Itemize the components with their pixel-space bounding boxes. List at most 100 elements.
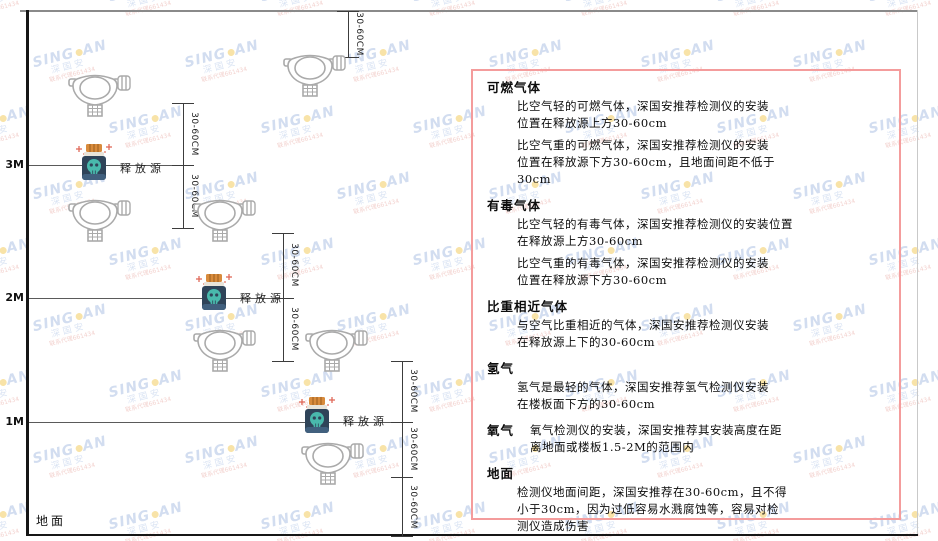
guidelines-panel: 可燃气体 比空气轻的可燃气体，深国安推荐检测仪的安装 位置在释放源上方30-60… [471,69,901,533]
watermark-chinese: 深国安 [0,123,12,143]
watermark-subtext: 联系代理661434 [124,527,172,541]
detector-junction-box [117,200,131,216]
detector-sensor [212,229,228,242]
panel-section: 可燃气体 比空气轻的可燃气体，深国安推荐检测仪的安装 位置在释放源上方30-60… [487,75,885,193]
reference-line [29,422,402,423]
dimension-tick [172,228,194,229]
panel-section-heading: 有毒气体 [487,198,542,213]
watermark-chinese: 深国安 [0,387,12,407]
watermark-dot-icon [0,114,7,123]
source-skull [207,289,221,303]
watermark-dot-icon [454,510,463,519]
panel-section: 比重相近气体 与空气比重相近的气体，深国安推荐检测仪安装 在释放源上下的30-6… [487,294,885,356]
release-source-icon [72,140,116,188]
panel-section-paragraph: 检测仪地面间距，深国安推荐在30-60cm，且不得 小于30cm，因为过低容易水… [517,485,787,533]
watermark-subtext: 联系代理661434 [200,461,248,480]
sparkles [196,274,232,282]
dimension-tick [272,361,294,362]
gas-detector-icon [193,195,257,249]
dimension-tick [337,57,359,58]
watermark-dot-icon [378,180,387,189]
panel-section-heading: 地面 [487,466,515,481]
detector-sensor [87,104,103,117]
watermark-subtext: 联系代理661434 [124,395,172,414]
dimension-label: 30-60CM [408,427,418,471]
watermark-dot-icon [226,444,235,453]
panel-section-paragraph: 氢气是最轻的气体，深国安推荐氢气检测仪安装 在楼板面下方的30-60cm [517,380,769,411]
dimension-tick [391,536,413,537]
detector-face [316,331,348,355]
watermark-subtext: 联系代理661434 [124,131,172,150]
watermark-subtext: 联系代理661434 [352,65,400,84]
detector-sensor [320,472,336,485]
watermark-dot-icon [378,312,387,321]
watermark-dot-icon [74,444,83,453]
dimension-label: 30-60CM [408,369,418,413]
scale-label-1m: 1M [5,415,24,428]
watermark-dot-icon [682,48,691,57]
watermark-subtext: 联系代理661434 [0,395,20,414]
panel-section: 有毒气体 比空气轻的有毒气体，深国安推荐检测仪的安装位置 在释放源上方30-60… [487,193,885,294]
watermark-dot-icon [74,48,83,57]
watermark-dot-icon [74,312,83,321]
watermark-subtext: 联系代理661434 [0,263,20,282]
watermark-chinese: 深国安 [354,189,392,209]
gas-detector-icon [193,325,257,379]
watermark-subtext: 联系代理661434 [0,131,20,150]
panel-section: 地面 检测仪地面间距，深国安推荐在30-60cm，且不得 小于30cm，因为过低… [487,461,885,540]
watermark-dot-icon [378,444,387,453]
sparkles [76,144,112,152]
detector-face [312,444,344,468]
dimension-line [402,361,403,536]
release-source-label: 释放源 [120,162,165,175]
dimension-label: 30-60CM [189,112,199,156]
watermark-subtext: 联系代理661434 [276,263,324,282]
wall-axis-line [26,10,29,536]
ceiling-line [20,10,918,12]
panel-section-paragraph: 氧气检测仪的安装，深国安推荐其安装高度在距 离地面或楼板1.5-2M的范围内 [530,423,783,454]
source-rim [307,405,327,409]
scale-label-2m: 2M [5,291,24,304]
watermark-dot-icon [454,378,463,387]
dimension-line [348,11,349,57]
watermark-chinese: 深国安 [278,519,316,539]
dimension-label: 30-60CM [354,12,364,56]
watermark-dot-icon [302,114,311,123]
watermark-chinese: 深国安 [278,255,316,275]
source-skull [310,412,324,426]
watermark-chinese: 深国安 [202,57,240,77]
dimension-tick [337,11,359,12]
gas-detector-icon [68,70,132,124]
detector-junction-box [350,443,364,459]
scale-label-3m: 3M [5,158,24,171]
watermark-dot-icon [150,114,159,123]
watermark-dot-icon [454,246,463,255]
panel-section: 氢气 氢气是最轻的气体，深国安推荐氢气检测仪安装 在楼板面下方的30-60cm [487,356,885,418]
watermark-subtext: 联系代理661434 [276,131,324,150]
watermark-chinese: 深国安 [0,255,12,275]
source-skull [87,159,101,173]
panel-section-paragraph: 与空气比重相近的气体，深国安推荐检测仪安装 在释放源上下的30-60cm [517,318,769,349]
gas-detector-icon [301,438,365,492]
gas-detector-icon [283,50,347,104]
